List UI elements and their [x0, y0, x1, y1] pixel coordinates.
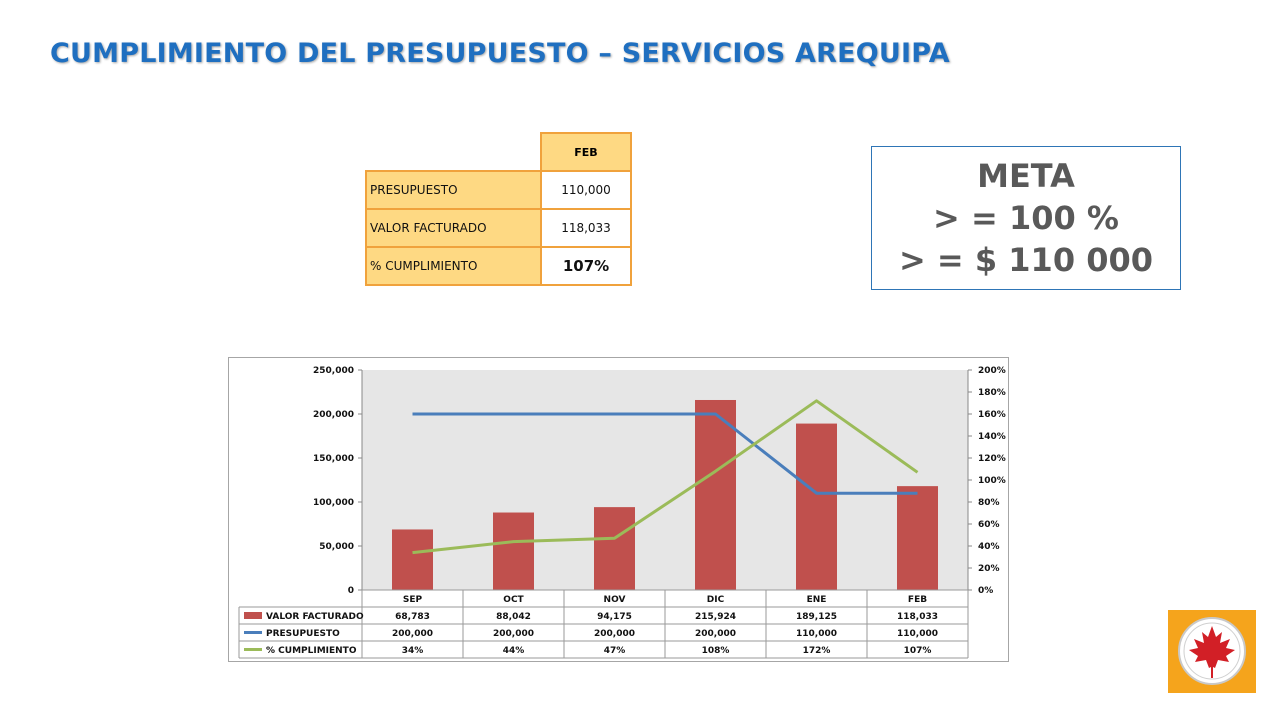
meta-amount-target: > = $ 110 000 [898, 241, 1154, 279]
data-label: 94,175 [597, 612, 632, 622]
summary-label: VALOR FACTURADO [365, 208, 542, 248]
x-tick-label: OCT [503, 595, 524, 605]
legend-entry: % CUMPLIMIENTO [266, 646, 357, 656]
bar [392, 529, 433, 590]
y-tick-label: 250,000 [313, 366, 354, 376]
bar [695, 399, 736, 590]
y2-tick-label: 100% [978, 476, 1006, 486]
x-tick-label: SEP [403, 595, 423, 605]
summary-row-cumplimiento: % CUMPLIMIENTO 107% [365, 246, 632, 286]
y2-tick-label: 60% [978, 520, 1000, 530]
page-title: CUMPLIMIENTO DEL PRESUPUESTO – SERVICIOS… [50, 38, 950, 69]
y2-tick-label: 0% [978, 586, 993, 596]
summary-value: 118,033 [540, 208, 632, 248]
summary-value: 110,000 [540, 170, 632, 210]
y2-tick-label: 160% [978, 410, 1006, 420]
data-label: 189,125 [796, 612, 837, 622]
y2-tick-label: 140% [978, 432, 1006, 442]
y-tick-label: 50,000 [319, 542, 354, 552]
data-label: 200,000 [695, 629, 736, 639]
line-presupuesto [412, 412, 918, 495]
data-label: 108% [702, 646, 730, 656]
summary-table: FEB PRESUPUESTO 110,000 VALOR FACTURADO … [365, 132, 632, 286]
summary-corner [366, 133, 541, 171]
company-logo [1168, 610, 1256, 693]
y2-tick-label: 40% [978, 542, 1000, 552]
data-label: 47% [604, 646, 626, 656]
y-tick-label: 100,000 [313, 498, 354, 508]
x-tick-label: DIC [707, 595, 725, 605]
y2-tick-label: 180% [978, 388, 1006, 398]
data-label: 34% [402, 646, 424, 656]
x-tick-label: FEB [908, 595, 927, 605]
y-tick-label: 0 [348, 586, 354, 596]
data-label: 172% [803, 646, 831, 656]
data-label: 118,033 [897, 612, 938, 622]
line-cumplimiento [412, 399, 919, 555]
y-tick-label: 200,000 [313, 410, 354, 420]
bar [796, 423, 837, 590]
bar [897, 486, 938, 590]
plot-area [362, 370, 968, 590]
summary-row-presupuesto: PRESUPUESTO 110,000 [365, 170, 632, 210]
y2-tick-label: 200% [978, 366, 1006, 376]
x-tick-label: NOV [604, 595, 626, 605]
data-label: 110,000 [897, 629, 938, 639]
y-tick-label: 150,000 [313, 454, 354, 464]
legend-key-bar [244, 612, 262, 619]
x-tick-label: ENE [807, 595, 827, 605]
data-label: 200,000 [594, 629, 635, 639]
data-label: 107% [904, 646, 932, 656]
meta-percent-target: > = 100 % [933, 199, 1119, 237]
summary-header-feb: FEB [540, 132, 632, 172]
data-label: 88,042 [496, 612, 531, 622]
bar [594, 507, 635, 590]
data-label: 200,000 [392, 629, 433, 639]
chart-frame: 250,000 200,000 150,000 100,000 50,000 0 200% 1… [228, 357, 1009, 662]
data-label: 110,000 [796, 629, 837, 639]
summary-value: 107% [540, 246, 632, 286]
data-label: 68,783 [395, 612, 430, 622]
legend-entry: VALOR FACTURADO [266, 612, 364, 622]
data-label: 215,924 [695, 612, 736, 622]
summary-label: % CUMPLIMIENTO [365, 246, 542, 286]
maple-leaf-logo-icon [1178, 617, 1246, 685]
data-label: 200,000 [493, 629, 534, 639]
summary-row-valor-facturado: VALOR FACTURADO 118,033 [365, 208, 632, 248]
y2-tick-label: 80% [978, 498, 1000, 508]
y2-tick-label: 120% [978, 454, 1006, 464]
data-label: 44% [503, 646, 525, 656]
summary-label: PRESUPUESTO [365, 170, 542, 210]
meta-title: META [977, 157, 1075, 195]
bar [493, 512, 534, 590]
y2-tick-label: 20% [978, 564, 1000, 574]
summary-header-row: FEB [366, 132, 632, 172]
legend-entry: PRESUPUESTO [266, 629, 340, 639]
combo-chart: 250,000 200,000 150,000 100,000 50,000 0 200% 1… [238, 366, 1006, 659]
meta-box: META > = 100 % > = $ 110 000 [871, 146, 1181, 290]
